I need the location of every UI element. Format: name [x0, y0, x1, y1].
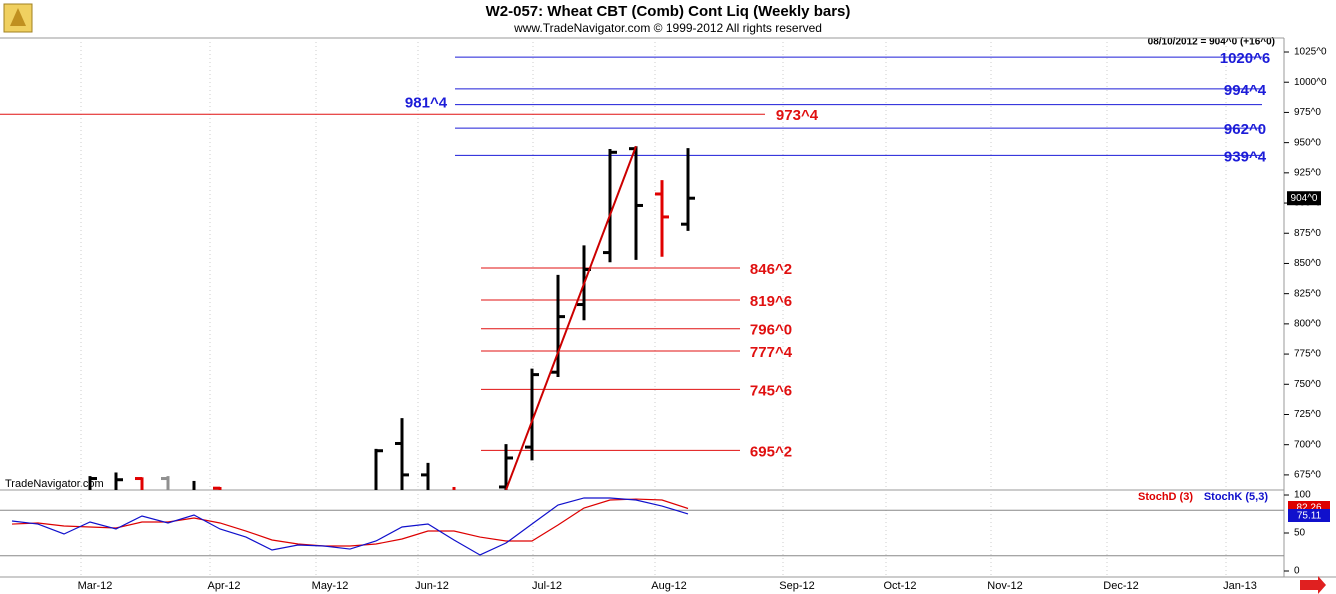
x-tick-label: Oct-12 — [883, 580, 916, 592]
value-box — [1288, 509, 1330, 522]
watermark: TradeNavigator.com — [5, 478, 104, 490]
y-tick-label: 975^0 — [1294, 107, 1321, 118]
x-tick-label: Dec-12 — [1103, 580, 1138, 592]
price-pane: 1020^6 994^4 981^4 973^4 962^0 939^4 846^2 819^… — [0, 50, 1270, 490]
level-label: 777^4 — [750, 344, 793, 361]
level-label: 939^4 — [1224, 148, 1267, 165]
value-label: 82.26 — [1296, 503, 1321, 514]
y-tick-label: 925^0 — [1294, 167, 1321, 178]
y-tick-label: 825^0 — [1294, 288, 1321, 299]
x-tick-label: Jan-13 — [1223, 580, 1257, 592]
level-label: 962^0 — [1224, 121, 1266, 138]
level-label: 819^6 — [750, 293, 792, 310]
chart-subtitle: www.TradeNavigator.com © 1999-2012 All r… — [513, 21, 822, 35]
y-tick-label: 800^0 — [1294, 319, 1321, 330]
chart-title: W2-057: Wheat CBT (Comb) Cont Liq (Weekl… — [486, 3, 851, 20]
x-tick-label: Nov-12 — [987, 580, 1022, 592]
level-label: 846^2 — [750, 261, 792, 278]
logo — [3, 3, 33, 33]
legend-entry: StochD (3) — [1138, 491, 1193, 503]
scroll-arrow[interactable] — [1300, 576, 1326, 594]
level-label: 695^2 — [750, 443, 792, 460]
level-label: 1020^6 — [1220, 50, 1270, 67]
y-tick-label: 100 — [1294, 490, 1311, 501]
value-label: 75.11 — [1297, 511, 1322, 522]
stoch-line — [11, 498, 689, 547]
level-label: 994^4 — [1224, 82, 1267, 99]
y-tick-label: 1000^0 — [1294, 77, 1327, 88]
y-tick-label: 725^0 — [1294, 409, 1321, 420]
y-tick-label: 775^0 — [1294, 349, 1321, 360]
trendline — [505, 145, 637, 490]
y-tick-label: 950^0 — [1294, 137, 1321, 148]
x-tick-label: Aug-12 — [651, 580, 686, 592]
x-tick-label: Mar-12 — [78, 580, 113, 592]
last-price-box — [1287, 191, 1321, 206]
stoch-line — [11, 497, 689, 556]
x-tick-label: Apr-12 — [207, 580, 240, 592]
x-tick-label: May-12 — [312, 580, 349, 592]
x-tick-label: Jul-12 — [532, 580, 562, 592]
level-label: 973^4 — [776, 107, 819, 124]
stoch-pane — [11, 497, 689, 556]
level-label: 981^4 — [405, 95, 448, 112]
y-tick-label: 0 — [1294, 566, 1300, 577]
y-tick-label: 850^0 — [1294, 258, 1321, 269]
last-quote: 08/10/2012 = 904^0 (+16^0) — [1148, 37, 1275, 48]
level-label: 796^0 — [750, 322, 792, 339]
x-tick-label: Jun-12 — [415, 580, 449, 592]
y-tick-label: 675^0 — [1294, 470, 1321, 481]
y-tick-label: 700^0 — [1294, 439, 1321, 450]
y-tick-label: 1025^0 — [1294, 47, 1327, 58]
y-tick-label: 875^0 — [1294, 228, 1321, 239]
last-price-label: 904^0 — [1291, 193, 1318, 204]
legend-entry: StochK (5,3) — [1204, 491, 1269, 503]
y-tick-label: 750^0 — [1294, 379, 1321, 390]
x-tick-label: Sep-12 — [779, 580, 814, 592]
level-label: 745^6 — [750, 382, 792, 399]
y-tick-label: 50 — [1294, 528, 1306, 539]
